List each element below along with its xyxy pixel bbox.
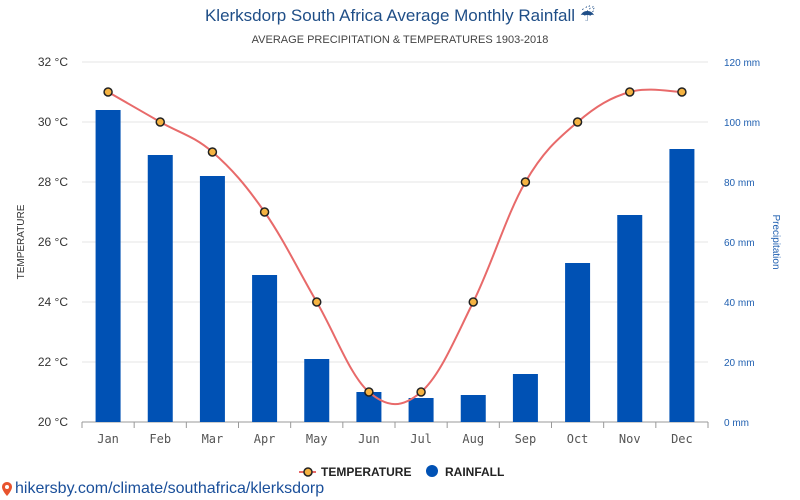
y-left-tick-label: 30 °C: [38, 115, 68, 129]
temperature-point: [572, 117, 583, 127]
temperature-point: [364, 387, 374, 397]
rainfall-bar: [199, 176, 225, 422]
y-right-tick-label: 80 mm: [724, 178, 755, 189]
temperature-point: [625, 87, 635, 97]
y-right-tick-label: 120 mm: [724, 58, 760, 69]
y-axis-left-title: TEMPERATURE: [16, 204, 27, 279]
y-left-tick-label: 28 °C: [38, 175, 68, 189]
x-tick-label: Nov: [619, 432, 641, 446]
legend-rainfall-marker: [426, 465, 438, 477]
x-tick-label: Mar: [202, 432, 224, 446]
y-left-tick-label: 20 °C: [38, 415, 68, 429]
rainfall-bar: [147, 155, 173, 422]
temperature-point: [207, 147, 218, 157]
chart-legend: TEMPERATURE RAINFALL: [299, 465, 504, 479]
temperature-point: [155, 117, 165, 127]
y-left-tick-label: 22 °C: [38, 355, 68, 369]
x-tick-label: Jan: [97, 432, 119, 446]
temperature-point: [103, 87, 113, 97]
rainfall-bar: [95, 110, 121, 422]
y-right-tick-label: 100 mm: [724, 118, 760, 129]
rainfall-bar: [408, 398, 434, 422]
x-tick-label: Dec: [671, 432, 693, 446]
legend-temperature-marker: [303, 467, 313, 477]
rainfall-bar: [252, 275, 278, 422]
rainfall-bar: [512, 374, 538, 422]
temperature-point: [677, 87, 687, 97]
y-right-tick-label: 60 mm: [724, 238, 755, 249]
temperature-point: [520, 177, 531, 187]
map-pin-icon: [2, 482, 12, 496]
x-tick-label: Apr: [254, 432, 276, 446]
legend-temperature-label: TEMPERATURE: [321, 465, 411, 479]
x-tick-label: Feb: [149, 432, 171, 446]
y-left-tick-label: 26 °C: [38, 235, 68, 249]
y-left-tick-label: 32 °C: [38, 55, 68, 69]
y-left-tick-label: 24 °C: [38, 295, 68, 309]
temperature-point: [416, 387, 426, 397]
rainfall-bar: [617, 215, 643, 422]
source-link[interactable]: hikersby.com/climate/southafrica/klerksd…: [2, 480, 324, 498]
y-right-tick-label: 40 mm: [724, 298, 755, 309]
x-tick-label: May: [306, 432, 328, 446]
temperature-point: [468, 297, 478, 307]
rainfall-bar: [565, 263, 591, 422]
y-axis-right-title: Precipitation: [770, 214, 781, 269]
rainfall-bar: [460, 395, 486, 422]
temperature-line: [107, 88, 682, 405]
rainfall-bar: [669, 149, 695, 422]
temperature-point: [259, 207, 270, 217]
x-tick-label: Sep: [515, 432, 537, 446]
y-right-tick-label: 0 mm: [724, 418, 749, 429]
legend-rainfall-label: RAINFALL: [445, 465, 504, 479]
rainfall-bar: [304, 359, 330, 422]
x-tick-label: Jul: [410, 432, 432, 446]
y-right-tick-label: 20 mm: [724, 358, 755, 369]
rainfall-bar: [356, 392, 382, 422]
temperature-point: [312, 297, 322, 307]
chart-subtitle: AVERAGE PRECIPITATION & TEMPERATURES 190…: [251, 34, 549, 46]
x-tick-label: Jun: [358, 432, 380, 446]
x-tick-label: Aug: [462, 432, 484, 446]
chart-title: Klerksdorp South Africa Average Monthly …: [204, 6, 596, 25]
source-url[interactable]: hikersby.com/climate/southafrica/klerksd…: [15, 480, 325, 497]
x-tick-label: Oct: [567, 432, 589, 446]
